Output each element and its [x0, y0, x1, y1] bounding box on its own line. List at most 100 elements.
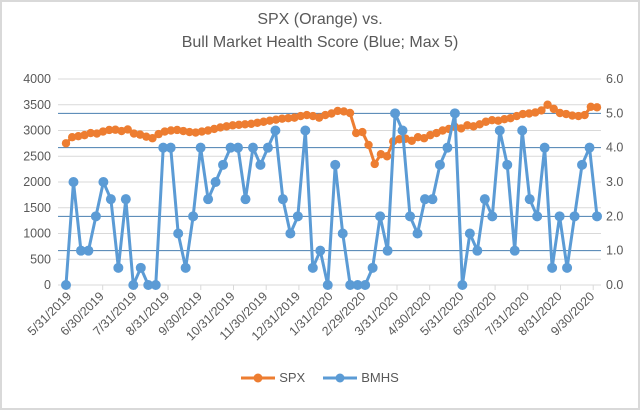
- data-point-spx: [172, 125, 182, 135]
- data-point-spx: [555, 108, 565, 118]
- data-point-bmhs: [255, 159, 266, 170]
- data-point-bmhs: [240, 194, 251, 205]
- data-point-bmhs: [352, 280, 363, 290]
- data-point-bmhs: [554, 211, 565, 222]
- data-point-spx: [179, 126, 188, 136]
- data-point-bmhs: [569, 211, 580, 222]
- data-point-bmhs: [397, 125, 408, 136]
- data-point-bmhs: [479, 194, 490, 205]
- y-right-tick-label: 6.0: [606, 72, 623, 86]
- legend-label-spx: SPX: [279, 370, 306, 385]
- data-point-spx: [500, 114, 509, 124]
- y-left-tick-label: 4000: [23, 72, 51, 86]
- data-point-bmhs: [487, 211, 498, 222]
- data-point-spx: [524, 109, 534, 118]
- data-point-spx: [148, 134, 157, 143]
- data-point-bmhs: [367, 262, 378, 273]
- data-point-spx: [592, 103, 602, 112]
- data-point-bmhs: [337, 228, 348, 239]
- y-left-tick-label: 500: [30, 252, 51, 266]
- series-bmhs: [61, 108, 602, 290]
- y-right-tick-label: 5.0: [606, 106, 623, 120]
- data-point-spx: [216, 123, 225, 132]
- data-point-spx: [580, 110, 589, 120]
- data-point-bmhs: [577, 159, 588, 170]
- legend-marker-spx: [241, 373, 276, 382]
- y-right-tick-label: 4.0: [606, 141, 623, 155]
- data-point-bmhs: [592, 211, 602, 222]
- chart-title-line-1: SPX (Orange) vs.: [257, 11, 383, 28]
- data-point-bmhs: [509, 245, 520, 256]
- data-point-spx: [382, 152, 392, 161]
- data-point-spx: [234, 120, 244, 130]
- data-point-bmhs: [135, 262, 146, 273]
- data-point-bmhs: [210, 177, 221, 187]
- data-point-spx: [247, 119, 256, 129]
- data-point-spx: [166, 126, 176, 135]
- data-point-bmhs: [188, 211, 199, 222]
- data-point-spx: [185, 127, 194, 137]
- data-point-bmhs: [128, 280, 139, 290]
- data-point-bmhs: [419, 194, 430, 205]
- data-point-bmhs: [330, 159, 341, 170]
- data-point-spx: [86, 128, 95, 138]
- data-point-spx: [240, 120, 250, 129]
- legend-item-spx: SPX: [241, 370, 305, 385]
- data-point-spx: [543, 100, 552, 109]
- data-point-spx: [351, 128, 361, 138]
- data-point-bmhs: [277, 194, 288, 205]
- legend-item-bmhs: BMHS: [323, 370, 399, 385]
- data-point-bmhs: [68, 177, 79, 187]
- data-point-spx: [129, 129, 139, 138]
- data-point-spx: [253, 118, 262, 127]
- data-point-bmhs: [165, 142, 176, 153]
- data-point-bmhs: [457, 280, 468, 290]
- data-point-bmhs: [322, 280, 333, 290]
- data-point-spx: [67, 132, 77, 142]
- data-point-bmhs: [75, 245, 86, 256]
- data-point-bmhs: [539, 142, 550, 153]
- data-point-bmhs: [524, 194, 535, 205]
- data-point-bmhs: [517, 125, 528, 136]
- data-point-bmhs: [90, 211, 101, 222]
- data-point-bmhs: [83, 245, 94, 256]
- data-point-spx: [61, 139, 71, 148]
- series-spx: [61, 100, 602, 169]
- data-point-bmhs: [382, 245, 393, 256]
- legend-marker-bmhs: [323, 373, 358, 382]
- data-point-bmhs: [262, 142, 273, 153]
- y-right-tick-label: 0.0: [606, 278, 623, 292]
- data-point-spx: [574, 111, 583, 121]
- y-left-tick-label: 0: [44, 278, 51, 292]
- data-point-spx: [123, 125, 132, 134]
- data-point-bmhs: [270, 125, 281, 136]
- data-point-spx: [302, 110, 312, 120]
- data-point-bmhs: [195, 142, 206, 153]
- data-point-bmhs: [203, 194, 214, 205]
- data-point-bmhs: [150, 280, 161, 290]
- data-point-bmhs: [584, 142, 595, 153]
- data-point-bmhs: [120, 194, 131, 205]
- data-point-spx: [191, 128, 200, 137]
- data-point-bmhs: [105, 194, 116, 205]
- data-point-bmhs: [285, 228, 296, 239]
- data-point-bmhs: [532, 211, 543, 222]
- data-point-spx: [74, 131, 83, 141]
- y-left-tick-label: 2500: [23, 149, 51, 163]
- data-point-spx: [549, 104, 558, 114]
- data-point-spx: [358, 127, 367, 137]
- x-axis: 5/31/20196/30/20197/31/20198/31/20199/30…: [25, 285, 597, 343]
- data-point-spx: [228, 121, 237, 130]
- data-point-bmhs: [412, 228, 423, 239]
- data-point-bmhs: [562, 262, 573, 273]
- data-point-bmhs: [547, 262, 558, 273]
- data-point-spx: [333, 106, 342, 116]
- data-point-bmhs: [434, 159, 445, 170]
- y-left-tick-label: 2000: [23, 175, 51, 189]
- data-point-bmhs: [315, 245, 326, 256]
- data-point-bmhs: [427, 194, 438, 205]
- legend-label-bmhs: BMHS: [361, 370, 399, 385]
- data-point-spx: [537, 106, 546, 115]
- left-y-axis: 0 500 1000 1500 2000 2500 3000 3500 4000: [23, 72, 51, 292]
